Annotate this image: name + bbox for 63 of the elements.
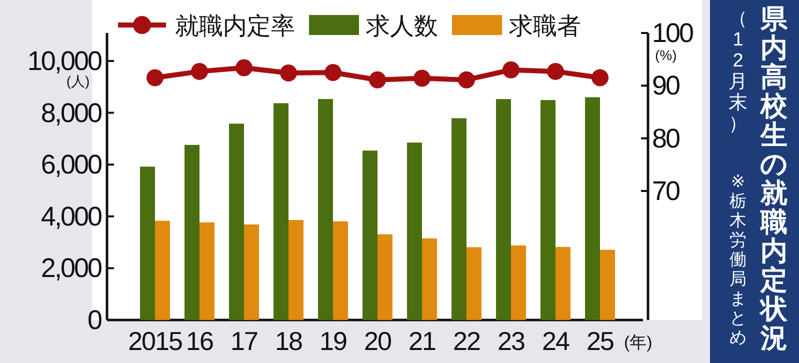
point	[502, 61, 520, 78]
point	[191, 62, 208, 80]
legend-label: 求人数	[366, 13, 438, 40]
x-tick-label: 20	[364, 326, 392, 356]
bar	[540, 100, 556, 320]
bar	[556, 246, 570, 320]
y-tick-label: 4,000	[40, 201, 102, 232]
point	[324, 64, 342, 81]
x-tick-label: 22	[453, 326, 480, 356]
y2-tick-label: 100	[652, 18, 694, 48]
bar	[378, 234, 392, 320]
x-tick-label: 18	[275, 326, 302, 356]
text: （12月末）	[728, 8, 748, 135]
bar	[362, 150, 378, 320]
x-axis-title: (年)	[624, 333, 652, 352]
x-tick-label: 23	[498, 326, 525, 356]
point	[236, 59, 252, 76]
point	[146, 69, 164, 86]
y-tick-label: 6,000	[40, 150, 102, 180]
bar	[288, 220, 304, 320]
bar	[140, 166, 155, 320]
y2-axis-title: (%)	[655, 47, 677, 63]
bar	[333, 221, 348, 320]
bar	[155, 220, 170, 320]
x-tick-label: 25	[586, 326, 614, 356]
bar	[422, 238, 437, 320]
bar	[244, 224, 259, 320]
legend-label: 求職者	[509, 13, 581, 40]
point	[369, 71, 386, 88]
x-tick-label: 24	[542, 326, 570, 356]
y2-tick-label: 80	[652, 123, 680, 154]
x-tick-label: 21	[408, 326, 436, 356]
y2-tick-label: 70	[652, 176, 680, 206]
x-tick-label: 16	[186, 326, 214, 356]
point	[547, 62, 564, 80]
bar	[585, 97, 600, 320]
y-tick-label: 8,000	[40, 98, 102, 128]
bar	[274, 103, 288, 320]
text: ※栃木労働局まとめ	[730, 172, 746, 347]
bar	[318, 99, 333, 320]
chart-title: 県内高校生の就職内定状況	[760, 4, 788, 353]
y-tick-label: 0	[87, 305, 102, 335]
bar	[184, 144, 200, 320]
bar	[229, 124, 244, 320]
x-tick-label: 17	[230, 326, 258, 356]
point	[280, 64, 297, 82]
bar	[466, 247, 482, 320]
y2-tick-label: 90	[652, 70, 680, 101]
point	[592, 69, 608, 86]
bar	[200, 222, 214, 320]
bar	[600, 250, 615, 320]
bar	[452, 118, 466, 320]
bar	[496, 99, 511, 320]
y-axis-title: (人)	[66, 73, 90, 89]
point	[458, 71, 475, 88]
y-tick-label: 10,000	[27, 46, 102, 76]
bar	[511, 245, 526, 320]
y-tick-label: 2,000	[40, 253, 102, 284]
point	[414, 70, 430, 87]
x-tick-label: 19	[320, 326, 347, 356]
bar	[407, 142, 422, 320]
x-tick-label: 2015	[128, 326, 182, 356]
legend-label: 就職内定率	[175, 13, 295, 40]
